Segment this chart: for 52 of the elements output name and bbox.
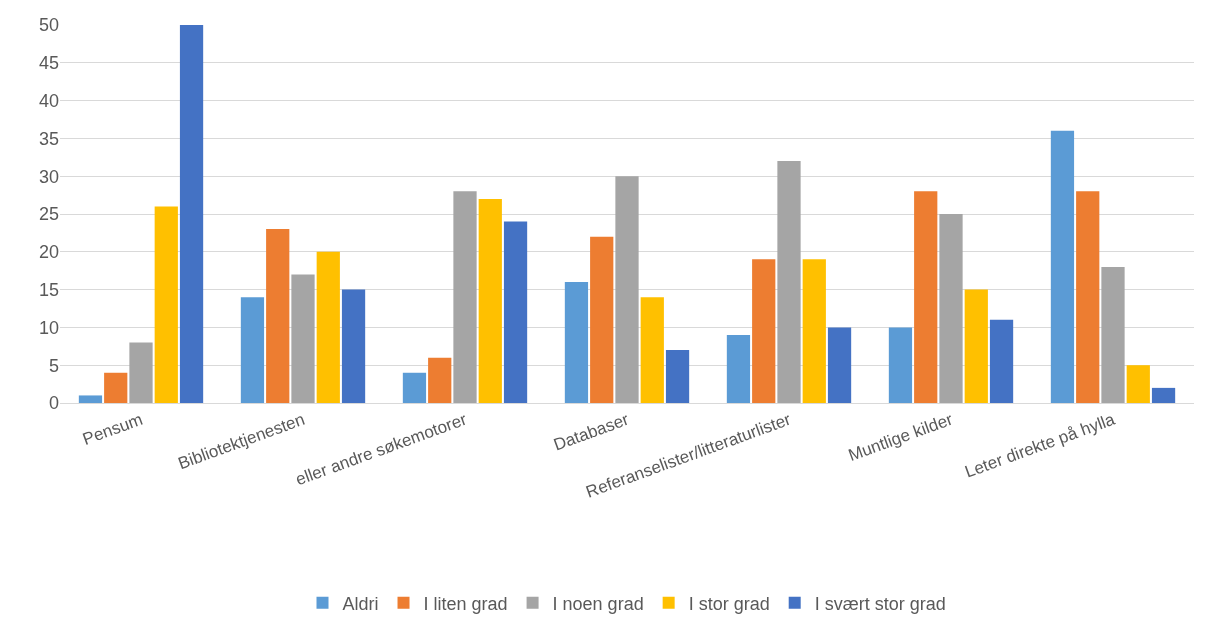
bar xyxy=(341,289,366,403)
bar xyxy=(802,259,826,403)
y-tick-label: 5 xyxy=(48,355,59,376)
bar xyxy=(989,319,1014,403)
bar xyxy=(964,289,988,403)
bar xyxy=(1126,365,1150,403)
bar xyxy=(1050,130,1075,403)
bar xyxy=(453,191,477,403)
bar xyxy=(777,161,801,403)
legend-label: I noen grad xyxy=(552,593,644,614)
bar xyxy=(179,25,204,403)
bar xyxy=(104,372,128,403)
bar xyxy=(154,206,178,403)
bar xyxy=(640,297,664,403)
bar xyxy=(503,221,528,403)
bar xyxy=(78,395,103,403)
bar xyxy=(316,251,340,403)
bar xyxy=(827,327,852,403)
y-tick-label: 45 xyxy=(38,53,59,74)
y-tick-label: 10 xyxy=(38,317,59,338)
bar xyxy=(914,191,938,403)
y-tick-label: 20 xyxy=(38,242,59,263)
bar xyxy=(240,297,265,403)
bar xyxy=(402,372,427,403)
y-tick-label: 15 xyxy=(38,279,59,300)
bar xyxy=(291,274,315,403)
legend-label: I svært stor grad xyxy=(814,593,946,614)
bar xyxy=(590,236,614,403)
legend-label: Aldri xyxy=(342,593,379,614)
y-tick-label: 35 xyxy=(38,128,59,149)
x-tick-label: Leter direkte på hylla xyxy=(962,409,1118,482)
bar xyxy=(1101,266,1125,403)
legend-label: I liten grad xyxy=(423,593,508,614)
y-tick-label: 0 xyxy=(48,393,59,414)
bar xyxy=(129,342,153,403)
bar xyxy=(615,176,639,403)
legend-label: I stor grad xyxy=(688,593,770,614)
y-tick-label: 30 xyxy=(38,166,59,187)
bar xyxy=(939,214,963,403)
bar xyxy=(726,334,751,403)
bar xyxy=(1151,387,1176,403)
bar xyxy=(428,357,452,403)
y-tick-label: 40 xyxy=(38,90,59,111)
bar xyxy=(888,327,913,403)
bar xyxy=(266,229,290,403)
y-tick-label: 25 xyxy=(38,204,59,225)
bar xyxy=(665,350,690,403)
bar xyxy=(1076,191,1100,403)
bar xyxy=(564,282,589,403)
bar xyxy=(752,259,776,403)
bar xyxy=(478,198,502,403)
y-tick-label: 50 xyxy=(38,15,59,36)
